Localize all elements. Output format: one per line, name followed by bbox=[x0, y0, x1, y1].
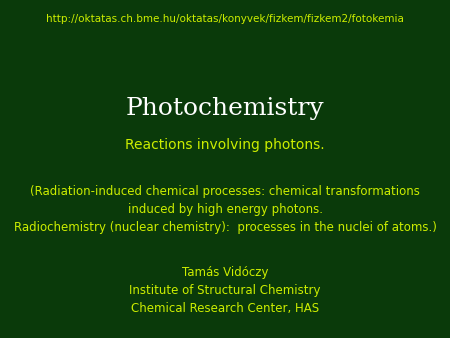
Text: Reactions involving photons.: Reactions involving photons. bbox=[125, 138, 325, 152]
Text: http://oktatas.ch.bme.hu/oktatas/konyvek/fizkem/fizkem2/fotokemia: http://oktatas.ch.bme.hu/oktatas/konyvek… bbox=[46, 14, 404, 24]
Text: (Radiation-induced chemical processes: chemical transformations
induced by high : (Radiation-induced chemical processes: c… bbox=[14, 185, 436, 234]
Text: Photochemistry: Photochemistry bbox=[126, 97, 324, 120]
Text: Tamás Vidóczy
Institute of Structural Chemistry
Chemical Research Center, HAS: Tamás Vidóczy Institute of Structural Ch… bbox=[129, 266, 321, 315]
